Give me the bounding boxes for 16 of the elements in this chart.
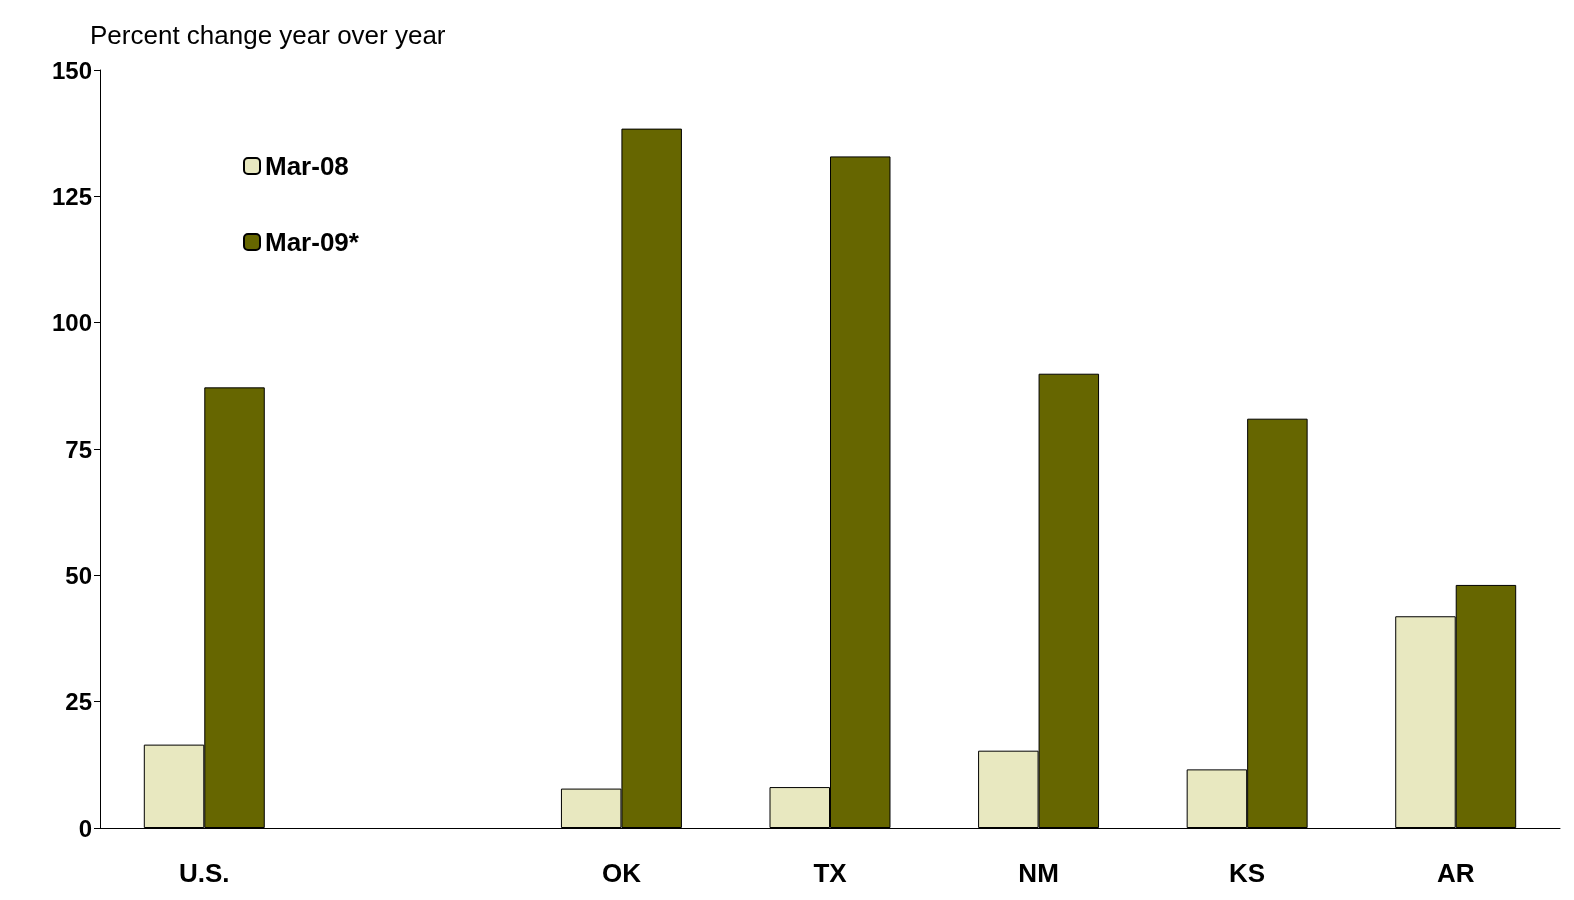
x-tick-label: AR: [1436, 858, 1475, 888]
y-tick-label: 25: [65, 688, 92, 716]
x-tick-label: KS: [1229, 858, 1266, 888]
y-tick-label: 0: [78, 814, 92, 842]
y-tick-label: 125: [51, 182, 92, 210]
x-tick-label: TX: [813, 858, 848, 888]
x-tick-label: OK: [601, 858, 642, 888]
legend-label: Mar-08: [265, 151, 349, 181]
x-tick-label: NM: [1018, 858, 1059, 888]
x-tick-label: U.S.: [179, 858, 230, 888]
y-tick-label: 75: [65, 435, 92, 463]
y-tick-label: 150: [51, 56, 92, 84]
y-tick-label: 50: [65, 561, 92, 589]
y-axis-title: Percent change year over year: [90, 20, 446, 50]
legend-label: Mar-09*: [265, 227, 360, 257]
y-tick-label: 100: [51, 309, 92, 337]
